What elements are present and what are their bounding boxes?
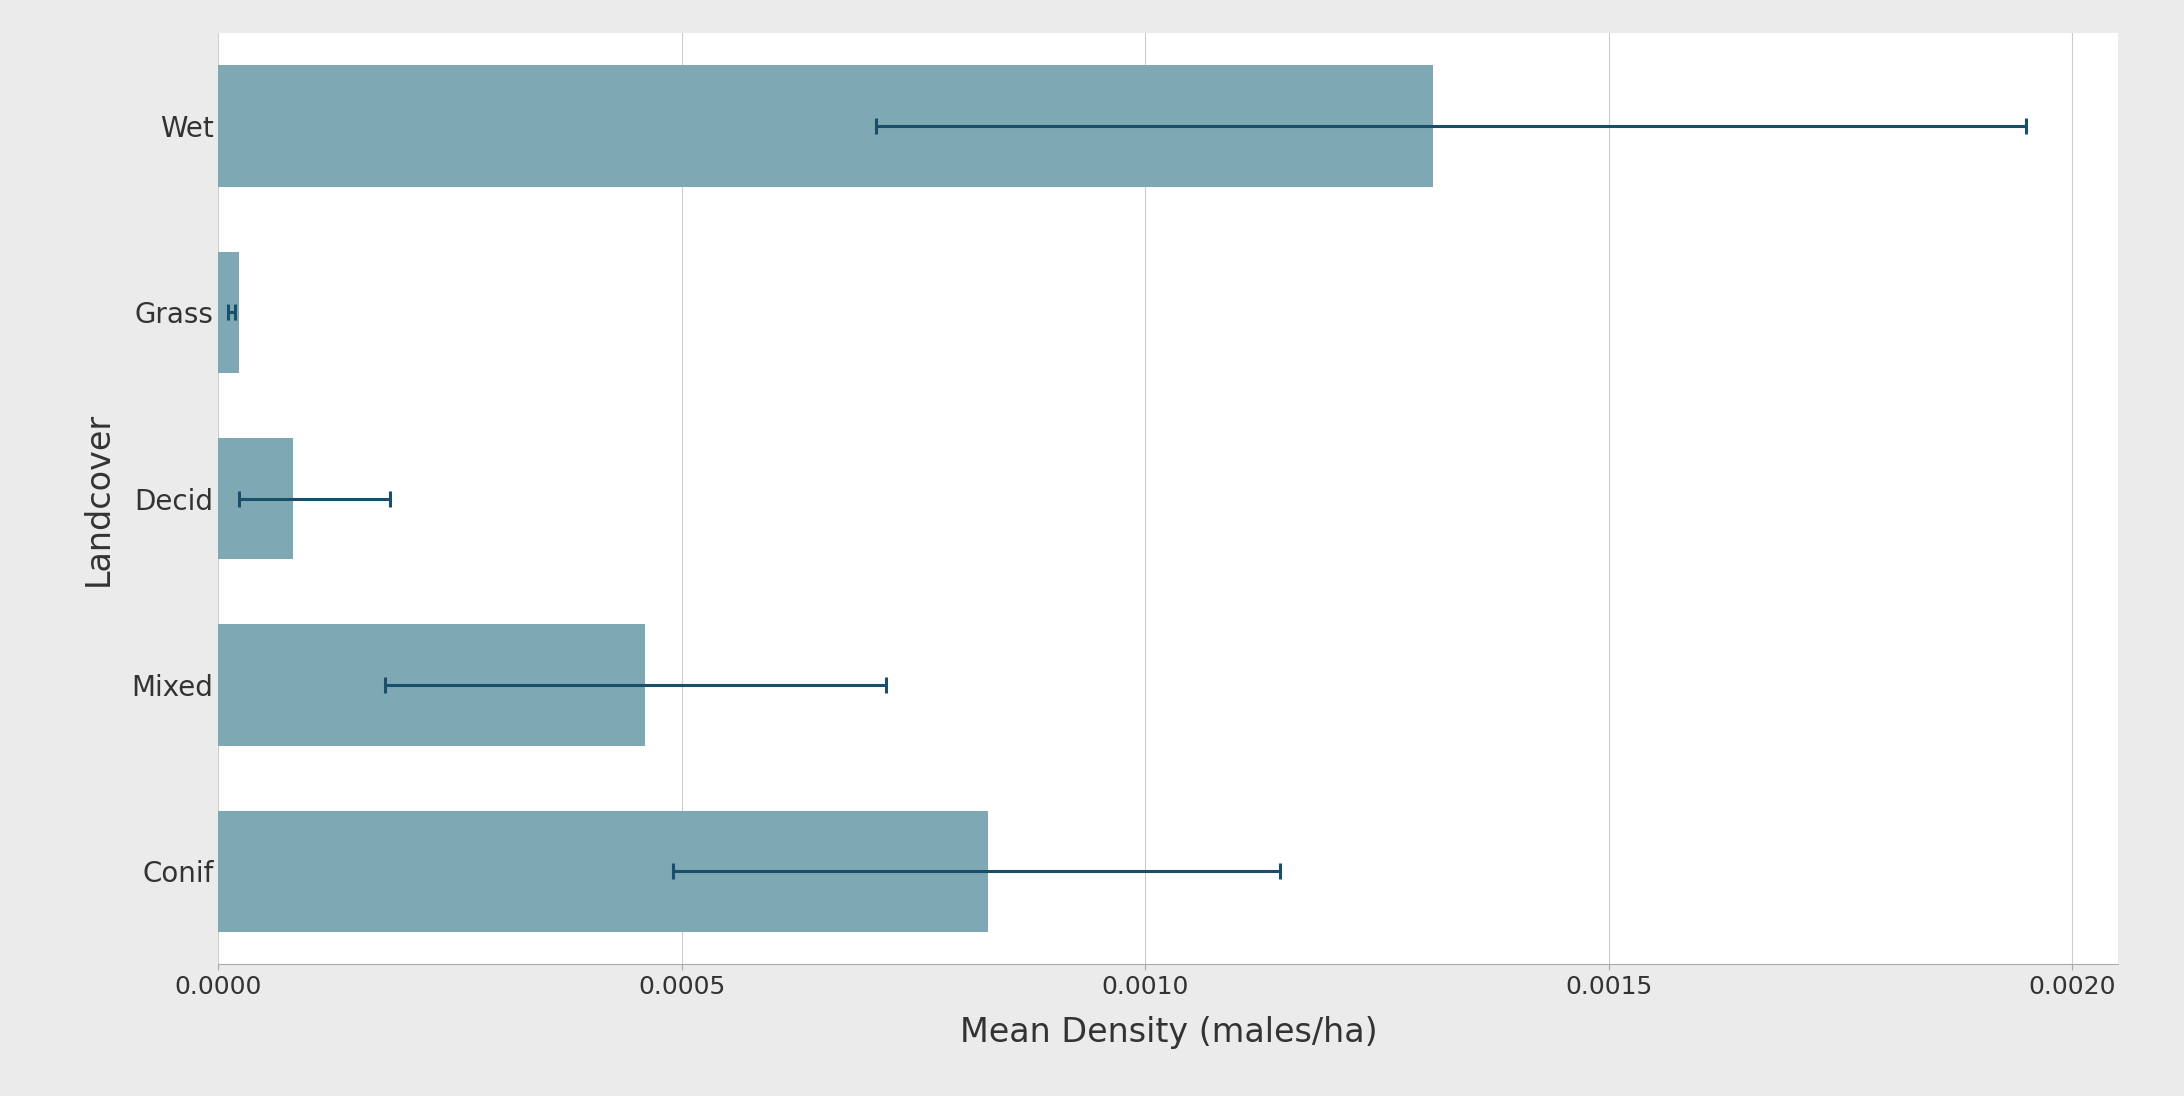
Bar — [218, 66, 1433, 186]
Bar — [218, 811, 987, 932]
Bar — [218, 252, 238, 373]
Y-axis label: Landcover: Landcover — [83, 412, 116, 585]
Bar — [218, 438, 293, 559]
Bar — [218, 625, 644, 745]
X-axis label: Mean Density (males/ha): Mean Density (males/ha) — [959, 1016, 1378, 1049]
